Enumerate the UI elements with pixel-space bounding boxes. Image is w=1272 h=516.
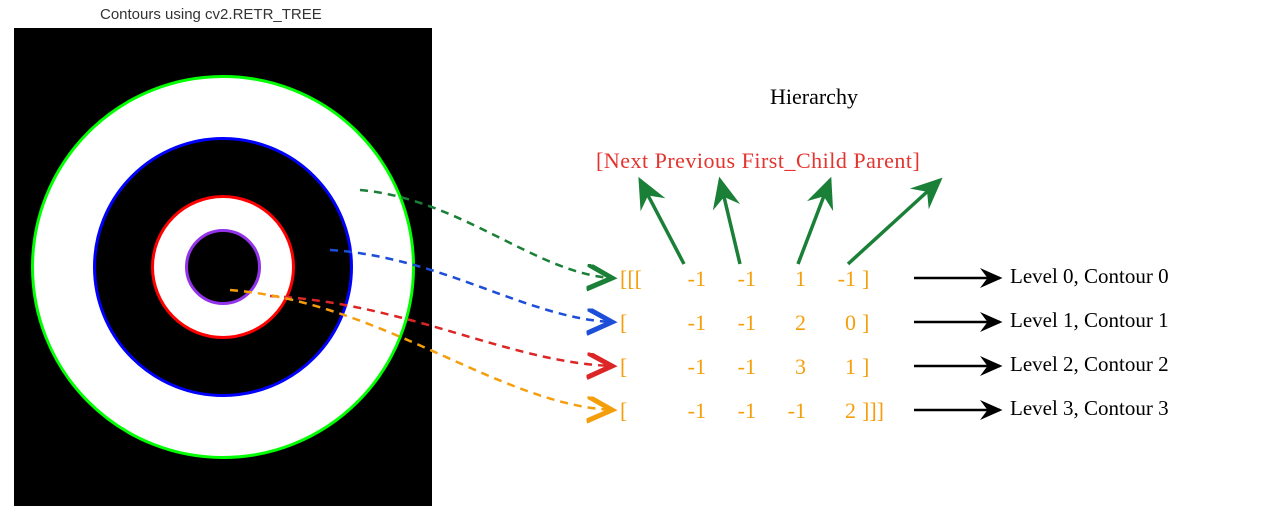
matrix-row-0: [[[-1-11-1] [620,266,900,310]
level-label-3: Level 3, Contour 3 [1010,396,1169,421]
header-arrow-3 [848,180,940,264]
level-label-1: Level 1, Contour 1 [1010,308,1169,333]
header-arrow-2 [798,180,830,264]
header-arrow-1 [720,180,740,264]
level-label-0: Level 0, Contour 0 [1010,264,1169,289]
hierarchy-header: [Next Previous First_Child Parent] [596,148,920,174]
hierarchy-title: Hierarchy [770,84,858,110]
contour-image [14,28,432,506]
figure-title: Contours using cv2.RETR_TREE [100,6,322,23]
matrix-row-1: [-1-120] [620,310,900,354]
level-label-2: Level 2, Contour 2 [1010,352,1169,377]
matrix-row-3: [-1-1-12]]] [620,398,900,442]
hierarchy-matrix: [[[-1-11-1][-1-120][-1-131][-1-1-12]]] [620,266,900,442]
ring-inner-1 [185,229,261,305]
matrix-row-2: [-1-131] [620,354,900,398]
header-arrow-0 [640,180,684,264]
